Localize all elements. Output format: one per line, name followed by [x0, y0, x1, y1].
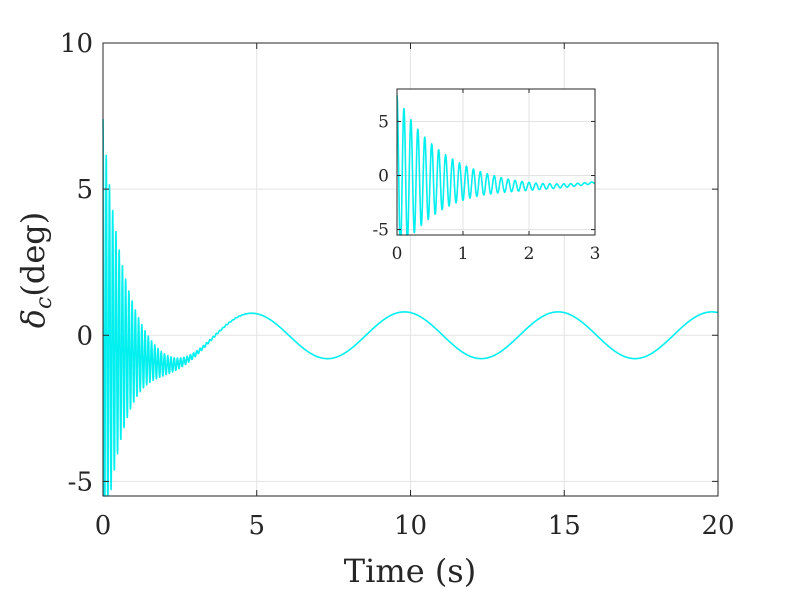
main-series-line [102, 118, 719, 497]
inset-ytick-label: 0 [378, 167, 389, 187]
y-axis-label: δc(deg) [14, 212, 57, 328]
main-ytick-label: -5 [68, 467, 93, 497]
inset-xtick-label: 1 [458, 244, 469, 264]
main-ytick-label: 0 [76, 321, 93, 351]
inset-ytick-label: 5 [378, 112, 389, 132]
main-xtick-label: 5 [248, 511, 265, 541]
main-ytick-label: 5 [76, 175, 93, 205]
main-xtick-label: 15 [548, 511, 581, 541]
y-axis-label-symbol: δ [14, 309, 52, 328]
y-axis-label-subscript: c [32, 297, 57, 309]
main-ytick-labels: -5 0 5 10 [60, 29, 93, 497]
inset-xtick-label: 2 [524, 244, 535, 264]
main-xtick-labels: 0 5 10 15 20 [95, 511, 735, 541]
inset-ytick-labels: -5 0 5 [372, 112, 389, 240]
main-xtick-label: 10 [394, 511, 427, 541]
inset-series-line [396, 94, 596, 236]
inset-xtick-labels: 0 1 2 3 [392, 244, 601, 264]
inset-axes-box [396, 88, 596, 236]
main-xtick-label: 20 [701, 511, 734, 541]
x-axis-label: Time (s) [344, 552, 476, 590]
inset-ytick-label: -5 [372, 221, 389, 241]
main-ticks [102, 42, 719, 496]
main-ytick-label: 10 [60, 29, 93, 59]
main-xtick-label: 0 [95, 511, 112, 541]
inset-xtick-label: 0 [392, 244, 403, 264]
y-axis-label-unit: (deg) [14, 212, 52, 297]
inset-ticks [396, 89, 596, 235]
inset-xtick-label: 3 [590, 244, 601, 264]
